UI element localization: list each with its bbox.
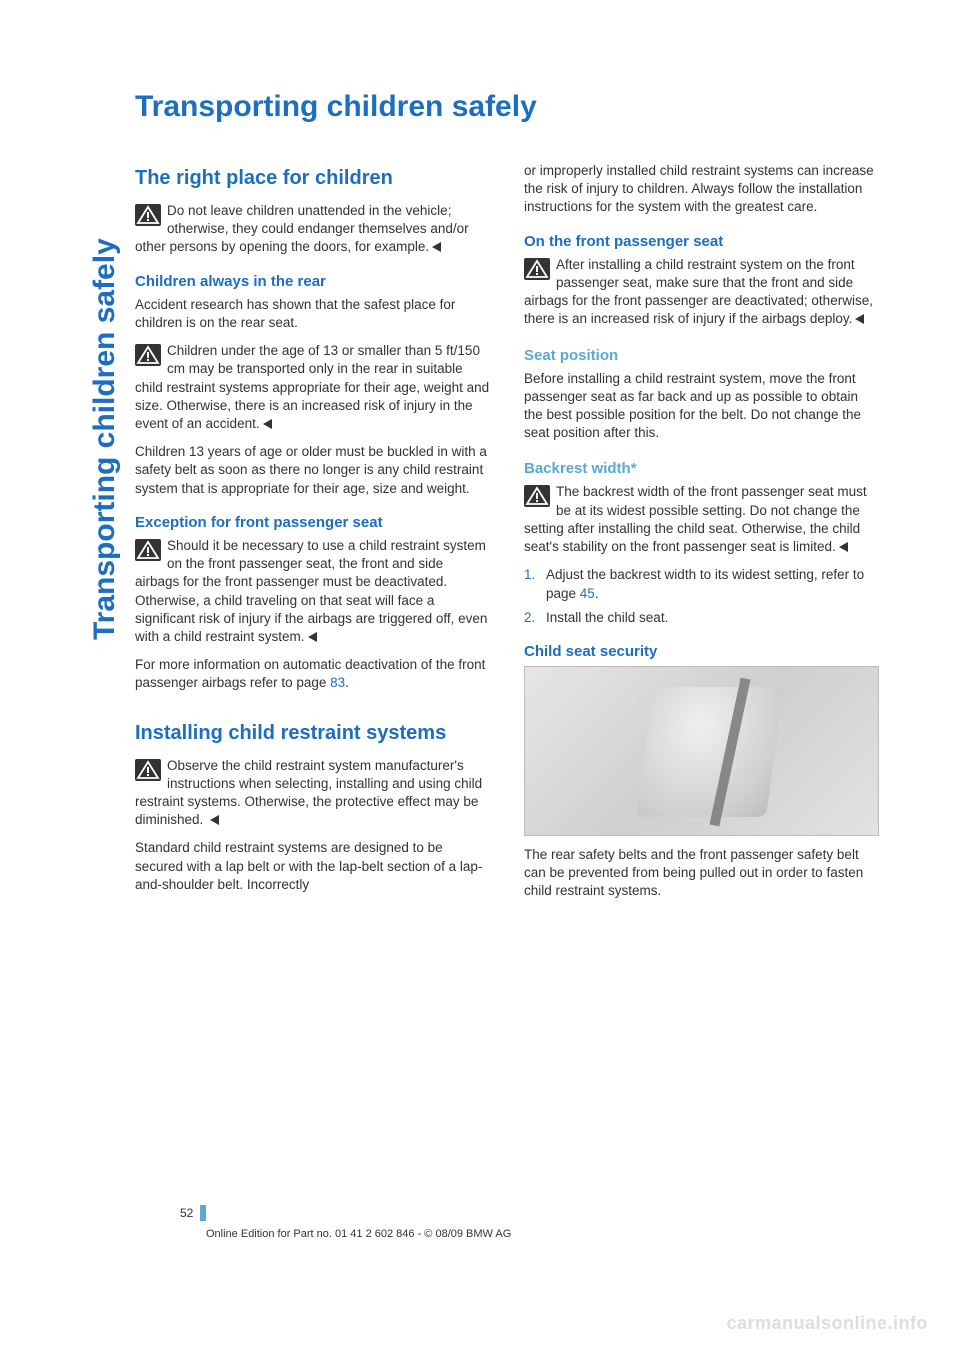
warning-text: Children under the age of 13 or smaller …	[135, 343, 489, 431]
page-title: Transporting children safely	[135, 90, 915, 124]
step-number: 1.	[524, 566, 535, 584]
warning-under-13: Children under the age of 13 or smaller …	[135, 342, 490, 433]
paragraph-standard-restraint: Standard child restraint systems are des…	[135, 839, 490, 894]
warning-icon	[135, 344, 161, 366]
warning-icon	[135, 759, 161, 781]
warning-icon	[524, 258, 550, 280]
figure-child-seat	[524, 666, 879, 836]
page-ref-link[interactable]: 83	[330, 675, 345, 690]
end-marker-icon	[210, 815, 219, 825]
left-column: The right place for children Do not leav…	[135, 162, 490, 911]
paragraph-rear-safest: Accident research has shown that the saf…	[135, 296, 490, 332]
warning-icon	[524, 485, 550, 507]
warning-unattended: Do not leave children unattended in the …	[135, 202, 490, 257]
warning-text: The backrest width of the front passenge…	[524, 484, 867, 554]
two-column-layout: The right place for children Do not leav…	[135, 162, 915, 911]
heading-exception-front: Exception for front passenger seat	[135, 514, 490, 531]
warning-text: After installing a child restraint syste…	[524, 257, 873, 327]
end-marker-icon	[308, 632, 317, 642]
side-running-title: Transporting children safely	[88, 238, 122, 640]
heading-seat-position: Seat position	[524, 347, 879, 364]
heading-right-place: The right place for children	[135, 166, 490, 190]
warning-text: Do not leave children unattended in the …	[135, 203, 469, 254]
end-marker-icon	[432, 242, 441, 252]
heading-children-rear: Children always in the rear	[135, 273, 490, 290]
heading-child-seat-security: Child seat security	[524, 643, 879, 660]
step-text: Install the child seat.	[546, 610, 668, 625]
paragraph-continued: or improperly installed child restraint …	[524, 162, 879, 217]
page-content: Transporting children safely The right p…	[135, 90, 915, 911]
step-item: 1. Adjust the backrest width to its wide…	[524, 566, 879, 602]
footer-line: Online Edition for Part no. 01 41 2 602 …	[206, 1228, 846, 1240]
paragraph-seat-position: Before installing a child restraint syst…	[524, 370, 879, 443]
heading-backrest-width: Backrest width*	[524, 460, 879, 477]
paragraph-13-older: Children 13 years of age or older must b…	[135, 443, 490, 498]
warning-icon	[135, 204, 161, 226]
step-text: .	[595, 586, 599, 601]
heading-on-front-seat: On the front passenger seat	[524, 233, 879, 250]
page-number: 52	[180, 1206, 193, 1220]
figure-seat-shape	[636, 687, 784, 817]
warning-backrest-width: The backrest width of the front passenge…	[524, 483, 879, 556]
page-ref-link[interactable]: 45	[580, 586, 595, 601]
watermark: carmanualsonline.info	[726, 1313, 928, 1334]
warning-front-passenger: Should it be necessary to use a child re…	[135, 537, 490, 646]
warning-observe-instructions: Observe the child restraint system manuf…	[135, 757, 490, 830]
step-item: 2. Install the child seat.	[524, 609, 879, 627]
end-marker-icon	[263, 419, 272, 429]
page-number-bar	[200, 1205, 206, 1221]
text-fragment: .	[345, 675, 349, 690]
warning-icon	[135, 539, 161, 561]
paragraph-seat-security: The rear safety belts and the front pass…	[524, 846, 879, 901]
heading-installing: Installing child restraint systems	[135, 721, 490, 745]
right-column: or improperly installed child restraint …	[524, 162, 879, 911]
step-number: 2.	[524, 609, 535, 627]
end-marker-icon	[839, 542, 848, 552]
paragraph-more-info: For more information on automatic deacti…	[135, 656, 490, 692]
text-fragment: For more information on automatic deacti…	[135, 657, 485, 690]
warning-after-installing: After installing a child restraint syste…	[524, 256, 879, 329]
steps-list: 1. Adjust the backrest width to its wide…	[524, 566, 879, 627]
warning-text: Observe the child restraint system manuf…	[135, 758, 482, 828]
warning-text: Should it be necessary to use a child re…	[135, 538, 487, 644]
end-marker-icon	[855, 314, 864, 324]
